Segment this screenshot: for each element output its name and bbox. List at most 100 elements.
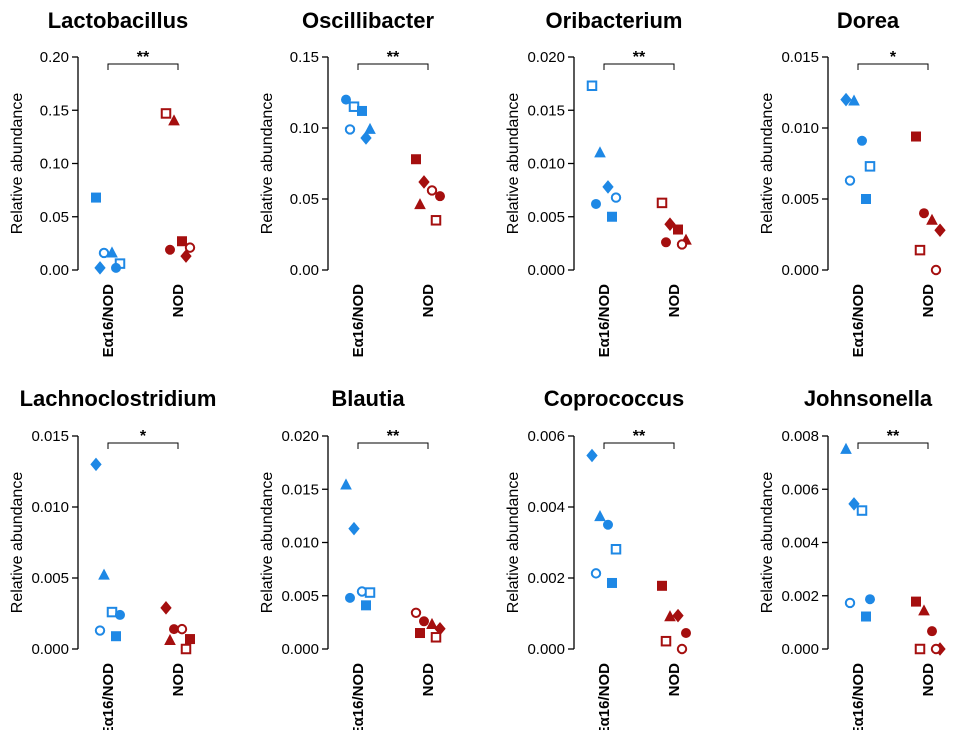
data-point	[919, 208, 929, 219]
chart-title: Lachnoclostridium	[20, 386, 217, 411]
y-tick-label: 0.05	[40, 209, 69, 226]
data-point	[180, 249, 192, 263]
data-point	[911, 131, 921, 142]
data-point	[610, 192, 622, 203]
y-tick-label: 0.000	[781, 262, 819, 279]
x-tick-label: NOD	[420, 663, 437, 697]
data-point	[861, 611, 871, 622]
chart-panel: Blautia 0.000 0.005 0.010 0.015 0.020 Relative…	[259, 386, 446, 730]
y-tick-label: 0.006	[527, 428, 565, 445]
data-point	[594, 146, 606, 158]
y-tick-label: 0.05	[290, 191, 319, 208]
chart-panel: Coprococcus 0.000 0.002 0.004 0.006 Relative …	[505, 386, 691, 730]
data-point	[865, 594, 875, 605]
data-point	[180, 643, 192, 655]
data-point	[861, 194, 871, 204]
significance-label: **	[633, 428, 646, 445]
data-point	[657, 580, 667, 591]
y-tick-label: 0.005	[281, 588, 319, 605]
data-point	[594, 510, 606, 522]
y-axis-label: Relative abundance	[759, 93, 776, 235]
x-tick-label: NOD	[920, 284, 937, 318]
chart-panel: Oribacterium 0.000 0.005 0.010 0.015 0.020 Rel…	[505, 8, 692, 357]
data-point	[911, 596, 921, 607]
data-point	[177, 236, 187, 247]
data-point	[345, 592, 355, 603]
chart-title: Oribacterium	[546, 8, 683, 33]
data-point	[610, 543, 622, 555]
data-point	[930, 264, 942, 276]
data-point	[357, 105, 367, 116]
data-point	[111, 262, 121, 273]
data-point	[364, 587, 376, 598]
significance-bracket	[107, 63, 179, 70]
data-point	[98, 568, 110, 580]
data-point	[426, 617, 438, 630]
significance-label: *	[890, 49, 897, 66]
y-tick-label: 0.002	[527, 570, 565, 587]
data-point	[934, 223, 946, 238]
data-point	[340, 478, 352, 490]
y-tick-label: 0.020	[527, 49, 565, 66]
y-tick-label: 0.005	[527, 209, 565, 226]
y-tick-label: 0.015	[31, 428, 69, 445]
chart-title: Lactobacillus	[48, 8, 189, 33]
y-axis-label: Relative abundance	[9, 93, 26, 235]
data-point	[430, 215, 442, 226]
data-point	[864, 161, 876, 172]
data-point	[857, 135, 867, 146]
y-tick-label: 0.000	[527, 641, 565, 658]
data-point	[586, 448, 598, 463]
y-tick-label: 0.15	[40, 102, 69, 119]
chart-title: Johnsonella	[804, 386, 933, 411]
significance-bracket	[603, 442, 675, 449]
x-tick-label: Eα16/NOD	[850, 284, 867, 358]
data-point	[115, 609, 125, 620]
chart-title: Oscillibacter	[302, 8, 435, 33]
y-tick-label: 0.20	[40, 49, 69, 66]
significance-label: **	[633, 49, 646, 66]
data-point	[435, 191, 445, 202]
y-axis-label: Relative abundance	[259, 472, 276, 614]
chart-panel: Lactobacillus 0.00 0.05 0.10 0.15 0.20 Relativ…	[9, 8, 196, 357]
data-point	[661, 237, 671, 248]
data-point	[341, 94, 351, 105]
data-point	[591, 198, 601, 209]
data-point	[344, 124, 356, 135]
data-point	[844, 597, 856, 609]
data-point	[98, 247, 110, 259]
chart-panel: Oscillibacter 0.00 0.05 0.10 0.15 Relative ab…	[259, 8, 445, 357]
y-tick-label: 0.000	[281, 641, 319, 658]
significance-bracket	[357, 63, 429, 70]
significance-bracket	[603, 63, 675, 70]
y-tick-label: 0.010	[31, 499, 69, 516]
data-point	[164, 633, 176, 645]
x-tick-label: Eα16/NOD	[350, 284, 367, 358]
data-point	[90, 457, 102, 472]
y-tick-label: 0.002	[781, 588, 819, 605]
x-tick-label: NOD	[420, 284, 437, 318]
data-point	[364, 122, 376, 134]
data-point	[176, 623, 188, 635]
x-tick-label: NOD	[920, 663, 937, 697]
chart-title: Dorea	[837, 8, 900, 33]
x-tick-label: NOD	[170, 663, 187, 697]
data-point	[672, 608, 684, 623]
chart-panel: Lachnoclostridium 0.000 0.005 0.010 0.015 Rel…	[9, 386, 216, 730]
data-point	[840, 442, 852, 454]
y-tick-label: 0.15	[290, 49, 319, 66]
data-point	[664, 217, 676, 231]
data-point	[603, 519, 613, 530]
data-point	[926, 213, 938, 225]
data-point	[160, 601, 172, 615]
data-point	[681, 628, 691, 639]
data-point	[361, 600, 371, 611]
data-point	[844, 175, 856, 186]
y-tick-label: 0.008	[781, 428, 819, 445]
data-point	[676, 643, 688, 655]
data-point	[656, 197, 668, 209]
significance-label: **	[387, 428, 400, 445]
data-point	[185, 634, 195, 645]
y-tick-label: 0.010	[781, 120, 819, 137]
